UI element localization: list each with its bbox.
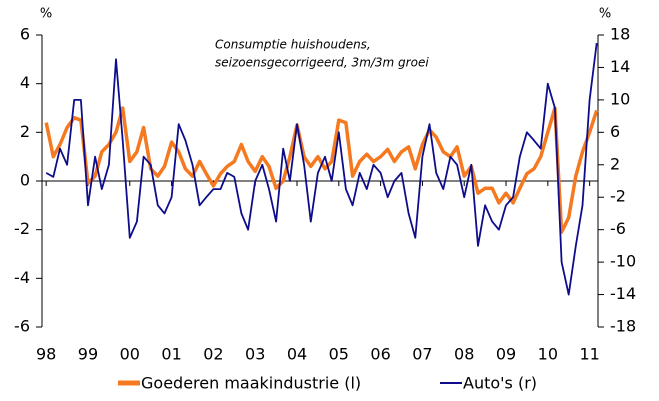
y2-tick-label: 2 [610, 154, 620, 173]
y-tick-label: 0 [20, 171, 30, 190]
y-tick-label: -4 [14, 268, 30, 287]
y2-tick-label: 18 [610, 25, 630, 44]
series-line [45, 42, 598, 296]
x-tick-label: 02 [203, 345, 223, 364]
y-tick-label: 4 [20, 73, 30, 92]
y2-tick-label: -2 [610, 187, 626, 206]
x-tick-label: 99 [78, 345, 98, 364]
x-tick-label: 03 [245, 345, 265, 364]
annotation: Consumptie huishoudens, [215, 38, 371, 52]
legend-label: Goederen maakindustrie (l) [141, 374, 361, 393]
y-tick-label: 2 [20, 122, 30, 141]
x-tick-label: 11 [579, 345, 599, 364]
y2-axis-unit: % [599, 7, 611, 22]
x-tick-label: 00 [120, 345, 140, 364]
x-tick-label: 05 [329, 345, 349, 364]
y-axis-unit: % [40, 7, 52, 22]
x-tick-label: 08 [454, 345, 474, 364]
y2-tick-label: -10 [610, 252, 636, 271]
x-tick-label: 10 [538, 345, 558, 364]
annotation: seizoensgecorrigeerd, 3m/3m groei [215, 56, 429, 70]
y-tick-label: 6 [20, 25, 30, 44]
x-tick-label: 07 [412, 345, 432, 364]
x-tick-label: 06 [370, 345, 390, 364]
y2-tick-label: 14 [610, 57, 630, 76]
x-tick-label: 09 [496, 345, 516, 364]
y2-tick-label: -18 [610, 317, 636, 336]
x-tick-label: 01 [161, 345, 181, 364]
y2-tick-label: -14 [610, 284, 636, 303]
y-tick-label: -6 [14, 317, 30, 336]
y-tick-label: -2 [14, 219, 30, 238]
y2-tick-label: 6 [610, 122, 620, 141]
x-tick-label: 04 [287, 345, 307, 364]
legend-label: Auto's (r) [463, 374, 537, 393]
y2-tick-label: 10 [610, 89, 630, 108]
x-tick-label: 98 [36, 345, 56, 364]
y2-tick-label: -6 [610, 219, 626, 238]
